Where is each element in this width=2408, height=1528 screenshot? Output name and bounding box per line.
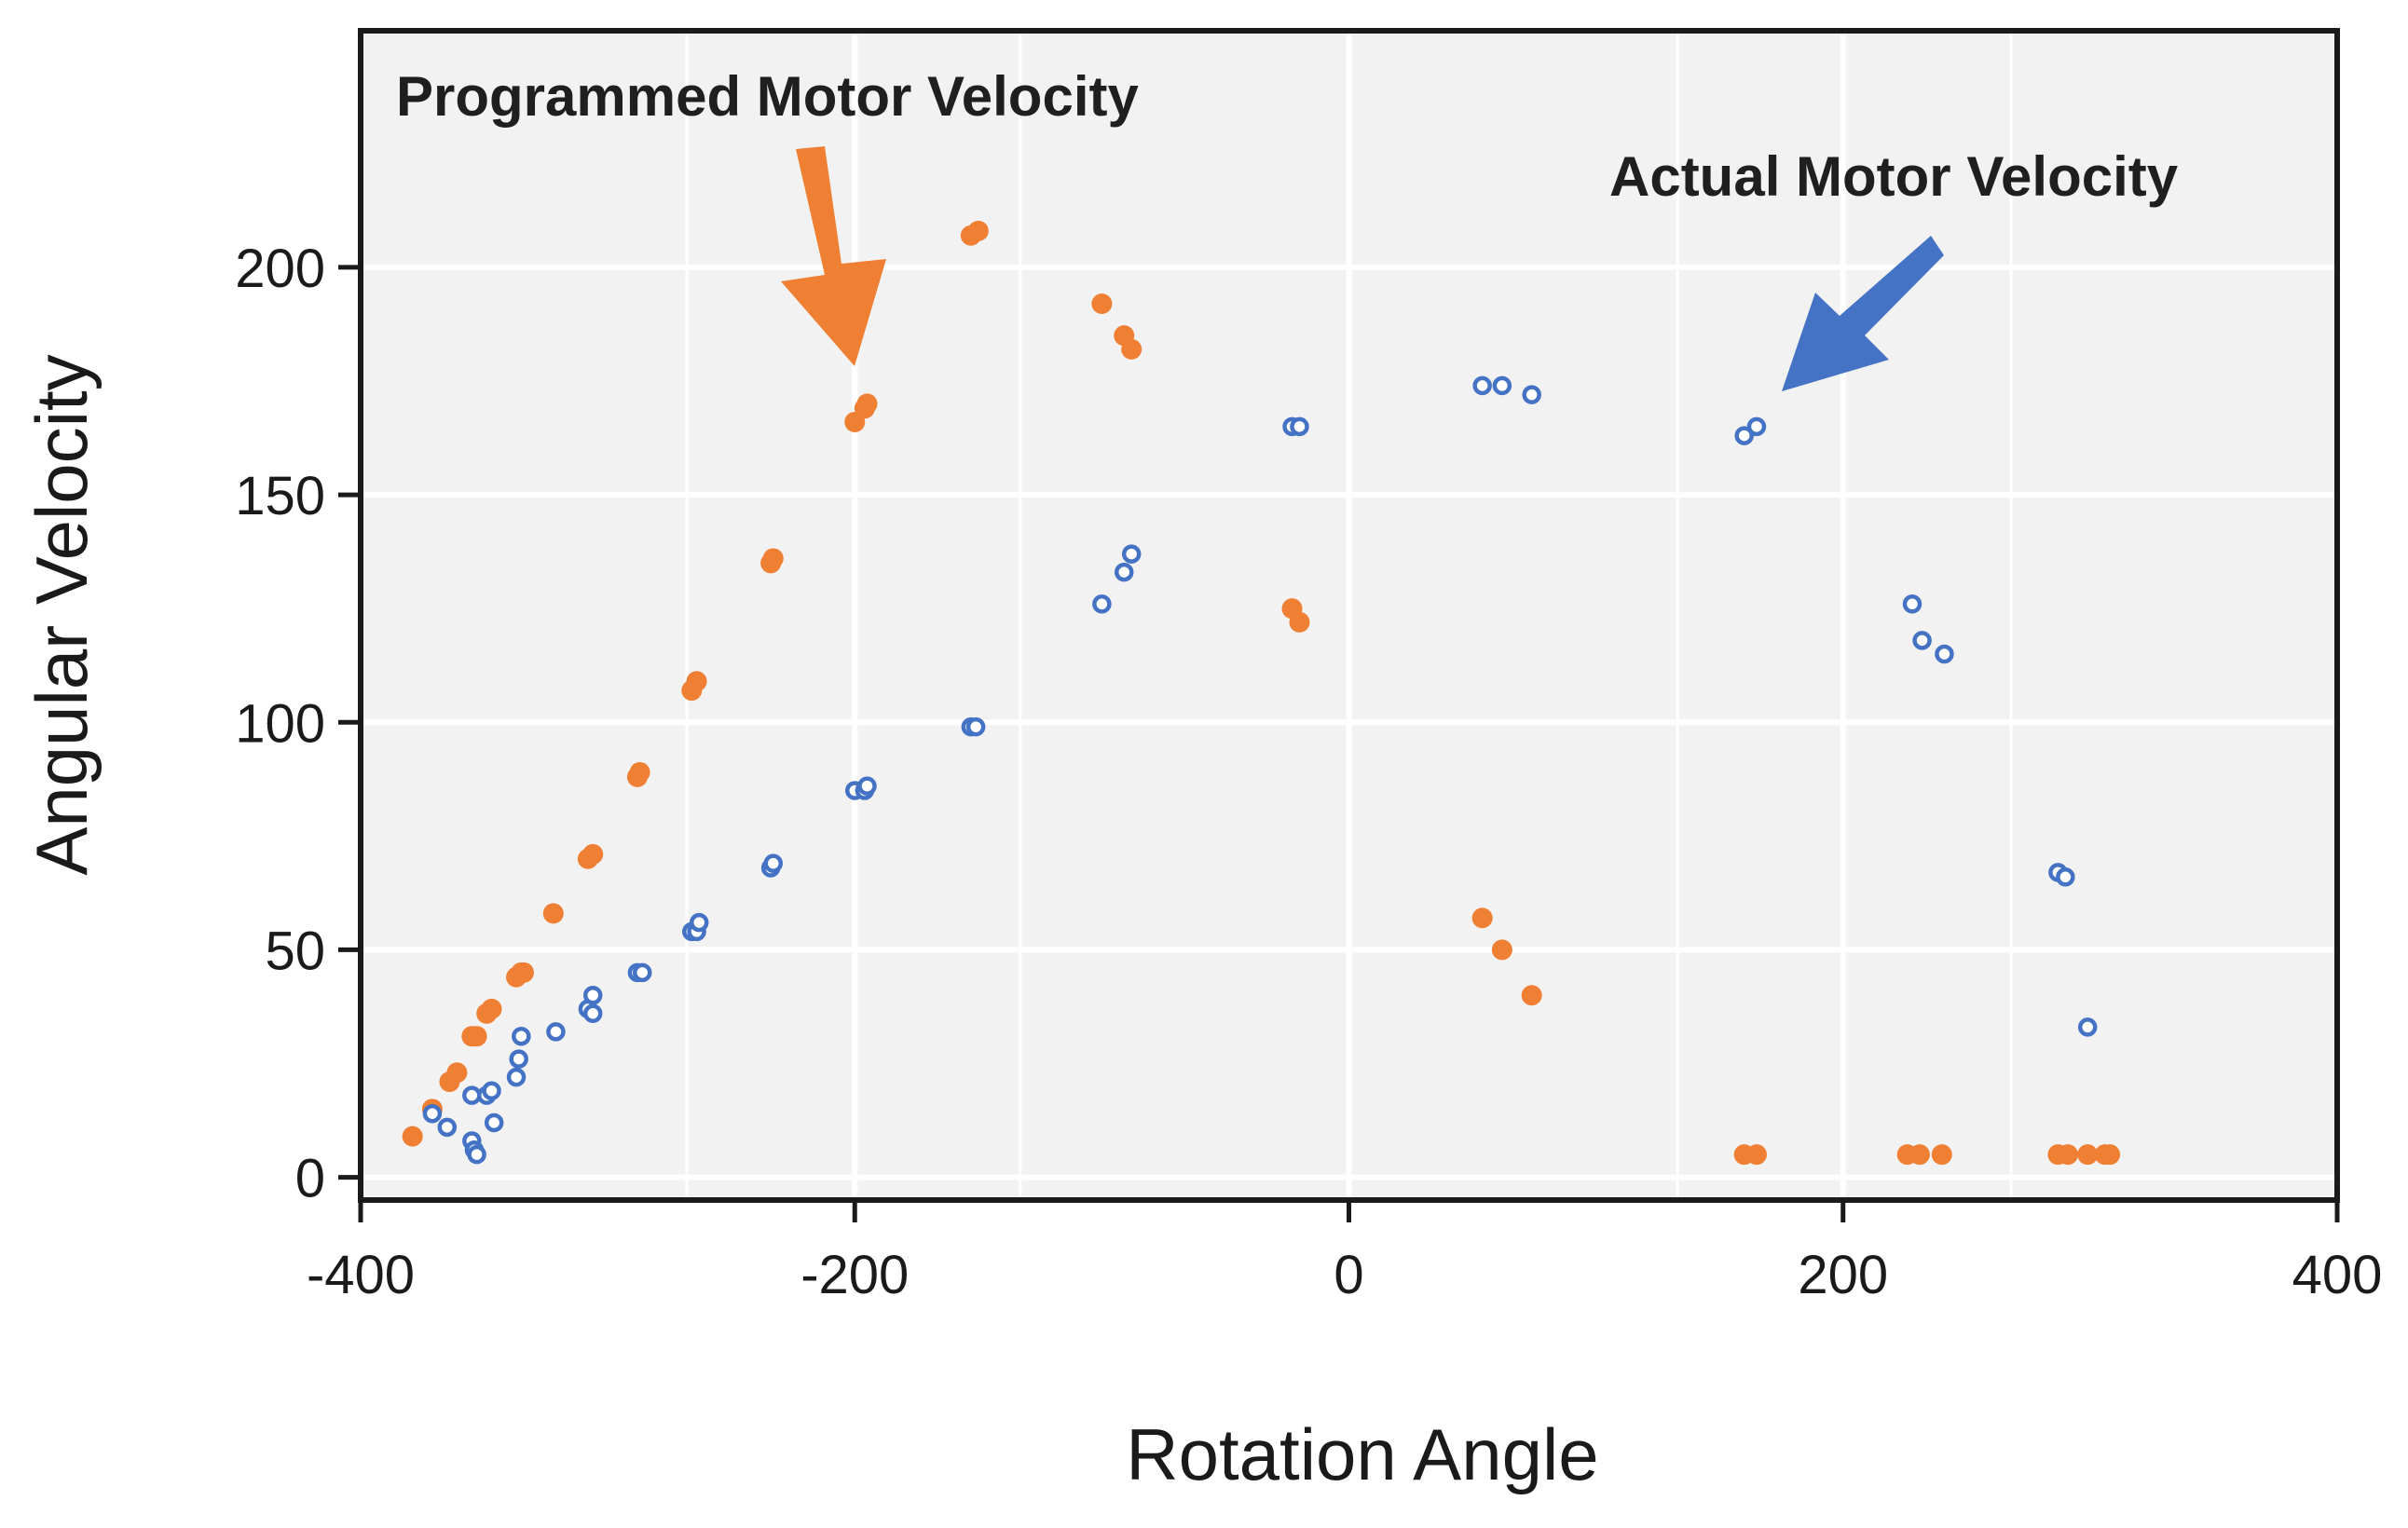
data-point (762, 548, 784, 569)
data-point (422, 1103, 443, 1124)
series-programmed (402, 220, 2121, 1166)
data-point (1092, 594, 1112, 614)
data-point (2077, 1017, 2098, 1037)
data-point (965, 716, 986, 737)
data-point (1121, 338, 1142, 360)
data-point (857, 776, 877, 796)
data-point (582, 843, 604, 865)
data-point (1909, 1144, 1930, 1166)
data-point (1091, 293, 1113, 314)
x-tick-label: 200 (1798, 1245, 1888, 1305)
data-point (484, 1112, 504, 1133)
data-point (1114, 562, 1134, 582)
data-point (629, 761, 650, 783)
x-tick-label: -200 (800, 1245, 909, 1305)
y-tick-label: 50 (265, 921, 325, 981)
data-point (582, 1003, 603, 1024)
annotation-actual-label: Actual Motor Velocity (1609, 145, 2179, 208)
data-point (582, 986, 603, 1005)
data-point (1522, 385, 1541, 404)
data-point (686, 671, 707, 692)
data-point (1491, 939, 1512, 961)
data-point (1471, 907, 1493, 929)
y-axis-label: Angular Velocity (21, 354, 103, 875)
data-point (1745, 1144, 1767, 1166)
annotation-actual: Actual Motor Velocity (1609, 145, 2179, 391)
data-point (763, 853, 784, 873)
data-point (1521, 985, 1542, 1006)
data-point (513, 962, 534, 983)
annotation-programmed-label: Programmed Motor Velocity (396, 65, 1139, 128)
data-point (1492, 375, 1512, 396)
data-point (967, 220, 989, 241)
data-point (632, 962, 652, 983)
data-point (402, 1126, 423, 1147)
data-point (1290, 416, 1309, 437)
data-point (509, 1049, 528, 1069)
grid-lines (361, 31, 2337, 1200)
data-point (1746, 416, 1767, 437)
y-tick-label: 150 (235, 466, 325, 526)
data-point (2058, 1144, 2079, 1166)
x-tick-label: -400 (307, 1245, 415, 1305)
data-point (437, 1117, 458, 1138)
data-point (1121, 544, 1142, 564)
data-point (481, 998, 502, 1019)
data-point (467, 1144, 486, 1165)
axis-ticks: -400 -200 0 200 400 0 50 100 150 200 (235, 239, 2382, 1305)
data-point (506, 1067, 527, 1087)
y-tick-label: 100 (235, 693, 325, 754)
data-point (1935, 644, 1954, 664)
x-tick-label: 0 (1334, 1245, 1363, 1305)
x-axis-label: Rotation Angle (1126, 1413, 1598, 1495)
data-point (1912, 631, 1932, 650)
data-point (512, 1026, 531, 1046)
data-point (2100, 1144, 2121, 1166)
data-point (2056, 867, 2075, 887)
data-point (856, 393, 878, 415)
data-point (1931, 1144, 1952, 1166)
data-point (689, 912, 709, 933)
data-point (1902, 594, 1922, 614)
annotation-programmed: Programmed Motor Velocity (396, 65, 1139, 366)
x-tick-label: 400 (2292, 1245, 2383, 1305)
y-tick-label: 0 (295, 1149, 325, 1209)
data-point (462, 1085, 482, 1105)
data-point (1289, 611, 1310, 633)
data-point (542, 903, 564, 924)
data-point (446, 1062, 468, 1084)
data-point (546, 1022, 566, 1042)
data-point (1734, 426, 1754, 445)
y-tick-label: 200 (235, 239, 325, 299)
blue-arrow-icon (1782, 236, 1944, 391)
series-actual (422, 375, 2098, 1165)
orange-arrow-icon (781, 146, 886, 366)
data-series (402, 220, 2121, 1166)
data-point (466, 1026, 487, 1047)
data-point (1472, 375, 1492, 396)
data-point (482, 1081, 501, 1101)
data-point (2077, 1144, 2099, 1166)
